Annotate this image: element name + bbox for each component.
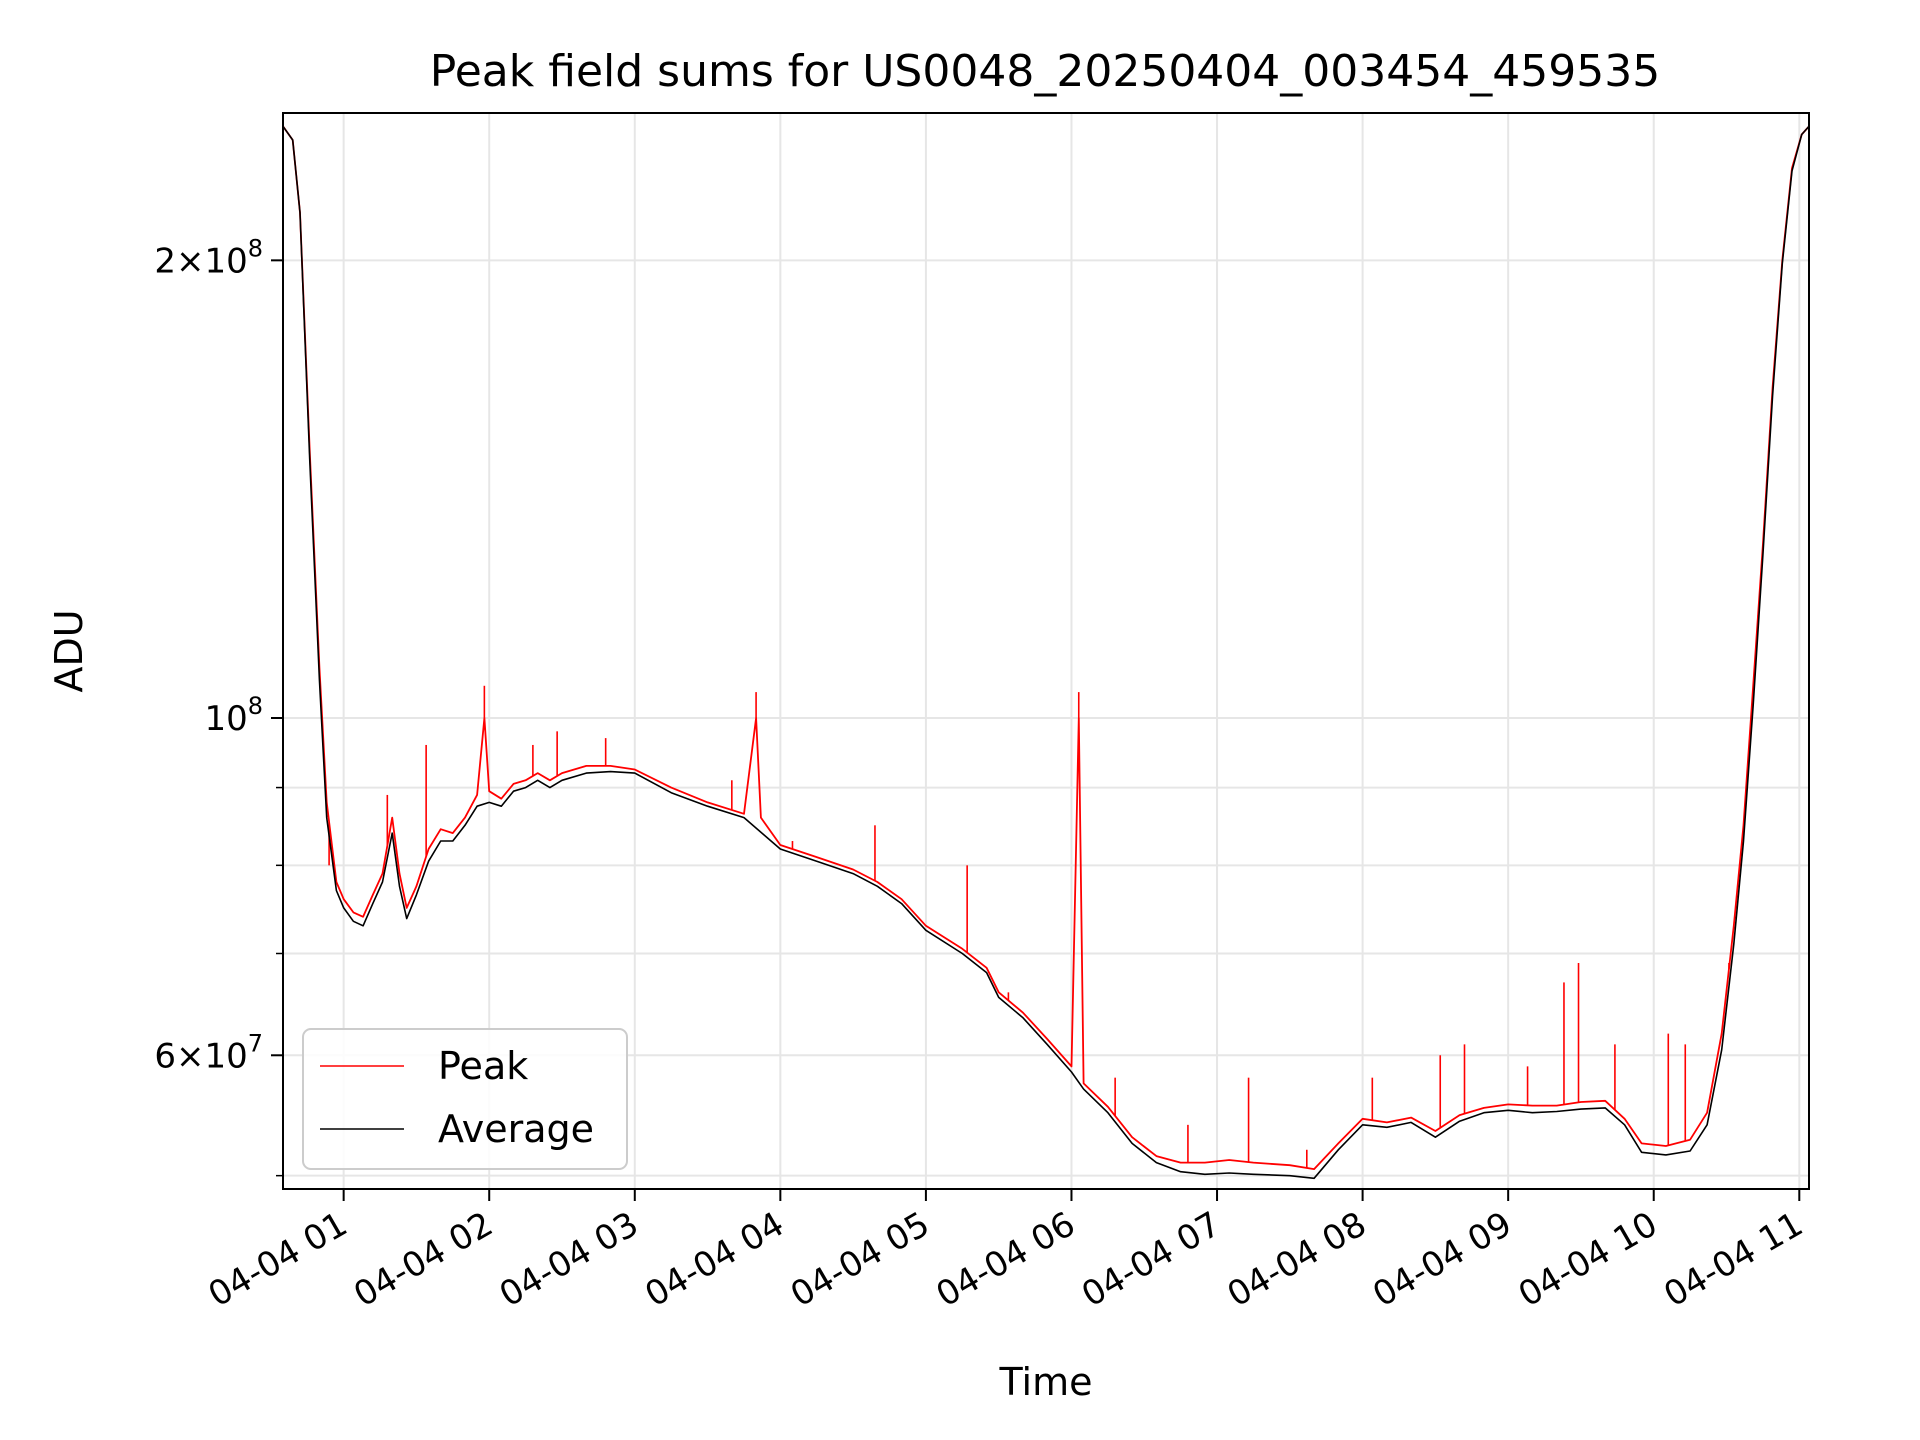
y-tick-label: 2×108 — [154, 234, 263, 281]
y-axis: 6×107 108 2×108 — [154, 234, 283, 1177]
series-line-peak — [282, 125, 1810, 1170]
y-tick-label: 6×107 — [154, 1029, 263, 1076]
plot-frame — [282, 112, 1810, 1190]
legend-label-average: Average — [438, 1107, 594, 1151]
series-line-average — [282, 125, 1810, 1180]
chart-title: Peak field sums for US0048_20250404_0034… — [430, 46, 1660, 97]
x-axis-title: Time — [999, 1360, 1093, 1404]
legend-label-peak: Peak — [438, 1044, 528, 1088]
y-axis-title: ADU — [47, 609, 91, 692]
legend: Peak Average — [302, 1028, 628, 1170]
series-lines — [282, 125, 1810, 1180]
legend-box — [302, 1028, 628, 1170]
plot-area — [282, 125, 1810, 1180]
y-tick-label: 108 — [204, 692, 263, 739]
